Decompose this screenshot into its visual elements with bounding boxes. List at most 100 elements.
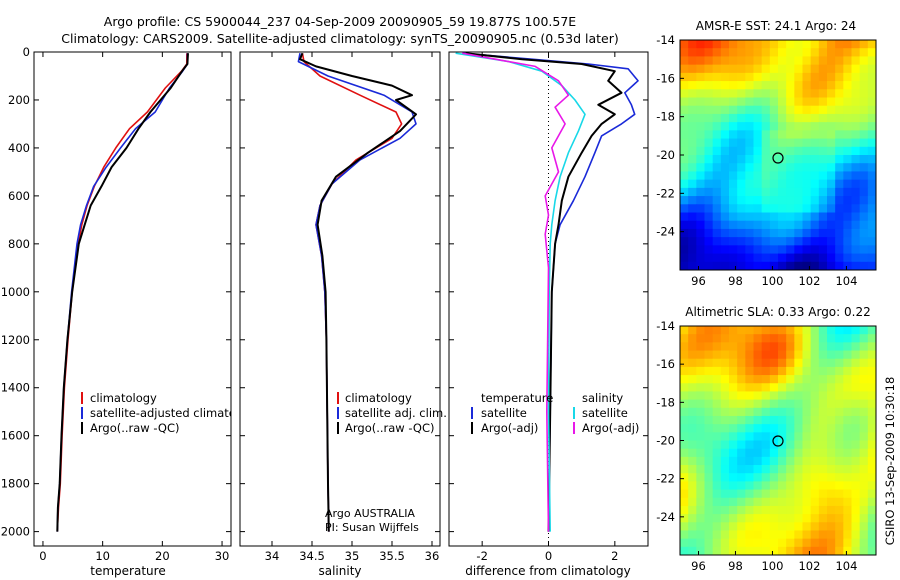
map-cell bbox=[688, 228, 697, 238]
map-cell bbox=[835, 228, 844, 238]
map-cell bbox=[696, 497, 706, 507]
map-cell bbox=[720, 530, 730, 540]
map-cell bbox=[851, 72, 861, 82]
map-cell bbox=[778, 146, 787, 156]
map-cell bbox=[753, 89, 763, 99]
map-cell bbox=[778, 212, 787, 222]
map-cell bbox=[802, 56, 812, 66]
map-cell bbox=[818, 171, 828, 181]
map-cell bbox=[810, 448, 820, 458]
map-cell bbox=[737, 196, 746, 205]
map-cell bbox=[688, 505, 697, 515]
map-cell bbox=[761, 399, 771, 409]
temperature-series-group bbox=[56, 53, 189, 532]
map-cell bbox=[712, 407, 722, 417]
map-cell bbox=[851, 432, 861, 442]
map-cell bbox=[745, 538, 755, 548]
map-cell bbox=[688, 253, 697, 263]
map-cell bbox=[704, 89, 714, 99]
map-cell bbox=[794, 171, 804, 181]
y-tick-label: 400 bbox=[8, 141, 30, 155]
map-cell bbox=[778, 334, 787, 343]
map-cell bbox=[729, 138, 738, 148]
map-cell bbox=[810, 391, 820, 401]
map-cell bbox=[810, 245, 820, 255]
map-cell bbox=[859, 383, 869, 393]
map-cell bbox=[729, 196, 738, 205]
map-cell bbox=[818, 432, 828, 442]
map-cell bbox=[704, 489, 714, 499]
map-cell bbox=[859, 253, 869, 263]
map-cell bbox=[859, 399, 869, 409]
legend-label-satellite-adjusted: satellite-adjusted climatology bbox=[90, 406, 260, 420]
map-cell bbox=[794, 97, 804, 107]
map-cell bbox=[835, 89, 844, 99]
map-cell bbox=[680, 358, 689, 368]
map-cell bbox=[680, 505, 689, 515]
map-cell bbox=[786, 220, 795, 230]
map-cell bbox=[867, 407, 876, 417]
y-tick-label: -18 bbox=[656, 395, 675, 409]
map-cell bbox=[851, 171, 861, 181]
map-cell bbox=[835, 358, 844, 368]
map-cell bbox=[737, 261, 746, 270]
map-cell bbox=[810, 72, 820, 82]
map-cell bbox=[720, 350, 730, 360]
map-cell bbox=[688, 220, 697, 230]
map-cell bbox=[720, 261, 730, 270]
map-cell bbox=[867, 171, 876, 181]
map-cell bbox=[835, 424, 844, 433]
map-cell bbox=[786, 522, 795, 532]
map-cell bbox=[761, 546, 771, 555]
map-cell bbox=[704, 399, 714, 409]
map-cell bbox=[810, 228, 820, 238]
map-cell bbox=[859, 105, 869, 115]
map-cell bbox=[769, 138, 779, 148]
map-cell bbox=[843, 473, 853, 482]
map-cell bbox=[802, 375, 812, 384]
map-cell bbox=[745, 342, 755, 352]
map-cell bbox=[753, 440, 763, 450]
map-cell bbox=[737, 407, 746, 417]
map-cell bbox=[712, 72, 722, 82]
map-cell bbox=[843, 514, 853, 523]
map-cell bbox=[688, 497, 697, 507]
map-cell bbox=[851, 81, 861, 90]
map-cell bbox=[680, 138, 689, 148]
map-cell bbox=[778, 163, 787, 173]
map-cell bbox=[851, 64, 861, 74]
map-cell bbox=[867, 399, 876, 409]
map-cell bbox=[786, 440, 795, 450]
map-cell bbox=[859, 358, 869, 368]
map-cell bbox=[680, 326, 689, 335]
map-cell bbox=[810, 81, 820, 90]
map-cell bbox=[753, 334, 763, 343]
map-cell bbox=[827, 196, 836, 205]
map-cell bbox=[786, 383, 795, 393]
map-cell bbox=[753, 391, 763, 401]
map-cell bbox=[859, 237, 869, 246]
map-cell bbox=[688, 138, 697, 148]
map-cell bbox=[769, 64, 779, 74]
map-cell bbox=[712, 130, 722, 140]
map-cell bbox=[745, 522, 755, 532]
map-cell bbox=[761, 432, 771, 442]
map-cell bbox=[720, 72, 730, 82]
map-cell bbox=[680, 105, 689, 115]
map-cell bbox=[712, 391, 722, 401]
map-cell bbox=[680, 497, 689, 507]
map-cell bbox=[794, 228, 804, 238]
map-cell bbox=[688, 212, 697, 222]
map-cell bbox=[753, 179, 763, 189]
map-cell bbox=[867, 497, 876, 507]
map-cell bbox=[851, 122, 861, 131]
map-cell bbox=[712, 122, 722, 131]
map-cell bbox=[786, 146, 795, 156]
map-cell bbox=[802, 530, 812, 540]
map-cell bbox=[729, 261, 738, 270]
map-cell bbox=[729, 358, 738, 368]
map-cell bbox=[810, 212, 820, 222]
map-cell bbox=[859, 505, 869, 515]
map-cell bbox=[835, 113, 844, 123]
figure-title-line1: Argo profile: CS 5900044_237 04-Sep-2009… bbox=[104, 14, 576, 29]
